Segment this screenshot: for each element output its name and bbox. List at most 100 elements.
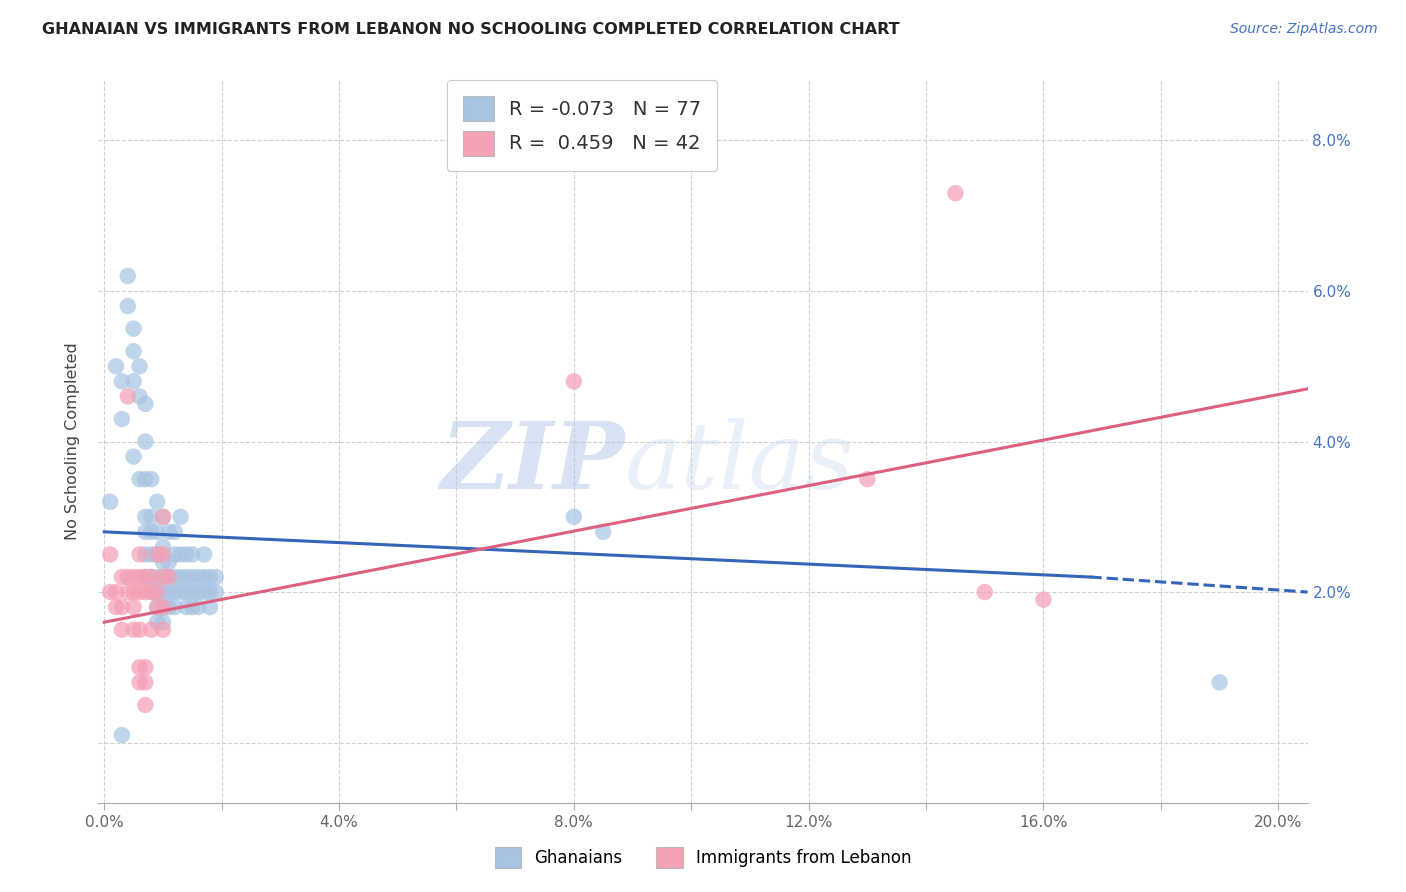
Point (973, 585, 995, 599)
Point (163, 570, 186, 584)
Point (117, 299, 139, 313)
Point (141, 548, 163, 562)
Point (134, 524, 156, 539)
Point (152, 509, 174, 524)
Point (1032, 592, 1054, 607)
Point (128, 623, 150, 637)
Point (157, 585, 180, 599)
Point (146, 585, 169, 599)
Point (163, 524, 186, 539)
Point (134, 509, 156, 524)
Point (193, 570, 215, 584)
Point (98, 494, 121, 508)
Point (141, 585, 163, 599)
Point (157, 570, 180, 584)
Text: GHANAIAN VS IMMIGRANTS FROM LEBANON NO SCHOOLING COMPLETED CORRELATION CHART: GHANAIAN VS IMMIGRANTS FROM LEBANON NO S… (42, 22, 900, 37)
Point (128, 472, 150, 486)
Point (146, 615, 169, 630)
Point (111, 412, 134, 426)
Point (117, 268, 139, 283)
Text: Source: ZipAtlas.com: Source: ZipAtlas.com (1230, 22, 1378, 37)
Point (945, 186, 967, 201)
Point (134, 660, 156, 674)
Y-axis label: No Schooling Completed: No Schooling Completed (65, 343, 80, 541)
Point (98, 548, 121, 562)
Point (122, 570, 145, 584)
Point (152, 623, 174, 637)
Point (152, 600, 174, 615)
Point (152, 570, 174, 584)
Point (152, 509, 174, 524)
Point (111, 728, 134, 742)
Point (128, 548, 150, 562)
Point (1208, 675, 1230, 690)
Point (152, 615, 174, 630)
Point (117, 389, 139, 403)
Point (157, 600, 180, 615)
Point (122, 450, 145, 464)
Point (152, 585, 174, 599)
Point (152, 540, 174, 554)
Point (122, 321, 145, 335)
Point (187, 585, 209, 599)
Point (146, 600, 169, 615)
Point (128, 675, 150, 690)
Point (169, 585, 191, 599)
Point (141, 509, 163, 524)
Point (163, 548, 186, 562)
Point (128, 570, 150, 584)
Point (146, 548, 169, 562)
Point (117, 570, 139, 584)
Point (111, 570, 134, 584)
Point (128, 389, 150, 403)
Point (198, 600, 221, 615)
Point (187, 600, 209, 615)
Point (141, 623, 163, 637)
Point (856, 472, 879, 486)
Point (146, 494, 169, 508)
Point (117, 585, 139, 599)
Point (134, 675, 156, 690)
Point (169, 548, 191, 562)
Legend: R = -0.073   N = 77, R =  0.459   N = 42: R = -0.073 N = 77, R = 0.459 N = 42 (447, 80, 717, 171)
Point (176, 548, 198, 562)
Point (152, 600, 174, 615)
Point (157, 524, 180, 539)
Point (134, 434, 156, 449)
Point (134, 570, 156, 584)
Point (105, 585, 128, 599)
Point (562, 509, 585, 524)
Point (134, 397, 156, 411)
Point (105, 359, 128, 374)
Point (198, 570, 221, 584)
Point (122, 344, 145, 359)
Point (111, 600, 134, 615)
Point (134, 698, 156, 712)
Point (193, 585, 215, 599)
Point (152, 555, 174, 569)
Point (122, 375, 145, 389)
Point (122, 600, 145, 615)
Point (204, 570, 226, 584)
Point (111, 623, 134, 637)
Point (122, 623, 145, 637)
Legend: Ghanaians, Immigrants from Lebanon: Ghanaians, Immigrants from Lebanon (488, 840, 918, 875)
Point (204, 585, 226, 599)
Text: ZIP: ZIP (440, 418, 624, 508)
Point (141, 585, 163, 599)
Point (176, 585, 198, 599)
Point (157, 570, 180, 584)
Point (169, 570, 191, 584)
Point (146, 548, 169, 562)
Point (187, 570, 209, 584)
Point (122, 585, 145, 599)
Point (128, 660, 150, 674)
Point (163, 600, 186, 615)
Point (141, 570, 163, 584)
Point (198, 585, 221, 599)
Point (169, 509, 191, 524)
Point (152, 548, 174, 562)
Point (176, 570, 198, 584)
Point (146, 600, 169, 615)
Point (128, 585, 150, 599)
